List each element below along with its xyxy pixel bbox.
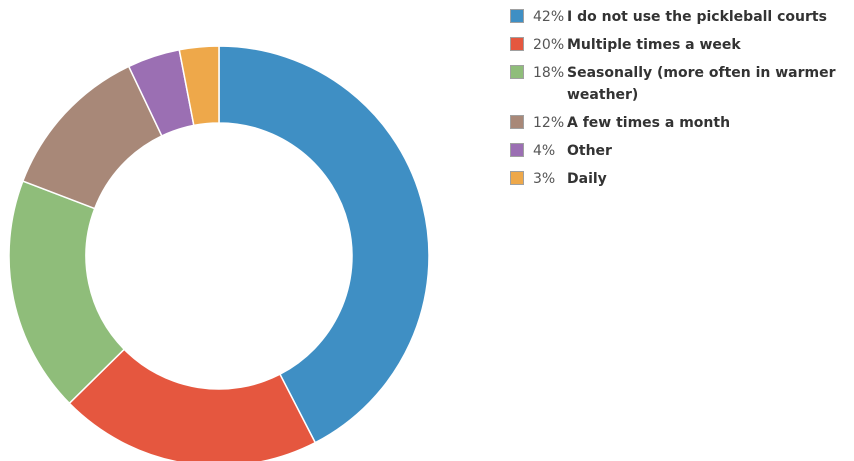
legend-swatch <box>510 37 524 51</box>
legend-swatch <box>510 143 524 157</box>
legend-label: Other <box>567 143 612 159</box>
legend-item[interactable]: 4% Other <box>510 140 850 162</box>
legend-swatch <box>510 171 524 185</box>
legend-percent: 18% <box>533 65 565 81</box>
donut-slice[interactable] <box>178 45 220 127</box>
legend-item[interactable]: 3% Daily <box>510 168 850 190</box>
legend-label: Daily <box>567 171 607 187</box>
donut-chart <box>8 45 430 461</box>
legend-item[interactable]: 42% I do not use the pickleball courts <box>510 6 850 28</box>
legend-label: I do not use the pickleball courts <box>567 9 827 25</box>
legend-swatch <box>510 9 524 23</box>
legend-label: A few times a month <box>567 115 731 131</box>
legend-percent: 4% <box>533 143 556 159</box>
donut-slice[interactable] <box>218 45 430 444</box>
legend-label: Seasonally (more often in warmer weather… <box>567 65 836 103</box>
legend-label: Multiple times a week <box>567 37 741 53</box>
chart-legend: 42% I do not use the pickleball courts 20%… <box>510 6 850 196</box>
legend-swatch <box>510 115 524 129</box>
legend-item[interactable]: 12% A few times a month <box>510 112 850 134</box>
legend-swatch <box>510 65 524 79</box>
legend-percent: 20% <box>533 37 565 53</box>
legend-percent: 3% <box>533 171 556 187</box>
legend-item[interactable]: 18% Seasonally (more often in warmer weat… <box>510 62 850 106</box>
legend-percent: 42% <box>533 9 565 25</box>
donut-slice[interactable] <box>68 348 317 461</box>
legend-percent: 12% <box>533 115 565 131</box>
legend-item[interactable]: 20% Multiple times a week <box>510 34 850 56</box>
